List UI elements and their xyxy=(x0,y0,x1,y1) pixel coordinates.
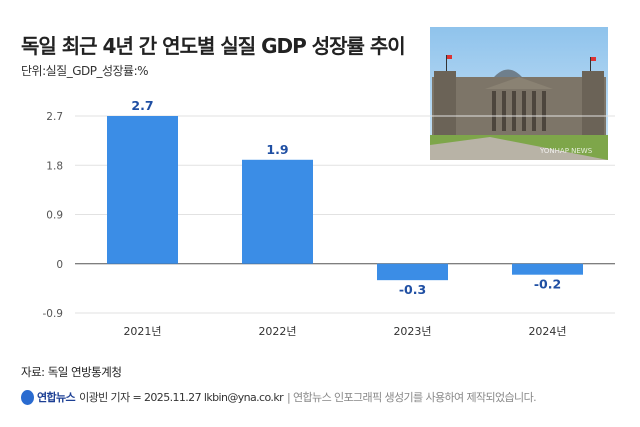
yonhap-logo: 연합뉴스 xyxy=(21,389,76,405)
yonhap-logo-icon xyxy=(21,389,34,405)
data-label: 1.9 xyxy=(266,142,288,157)
x-tick-label: 2021년 xyxy=(123,325,161,338)
y-tick-label: 0 xyxy=(56,259,63,271)
byline: 이광빈 기자 = 2025.11.27 lkbin@yna.co.kr xyxy=(79,391,284,404)
data-label: 2.7 xyxy=(131,98,153,113)
generator-note: | 연합뉴스 인포그래픽 생성기를 사용하여 제작되었습니다. xyxy=(287,391,537,404)
unit-label: 단위:실질_GDP_성장률:% xyxy=(21,64,149,78)
bar-2024년 xyxy=(512,263,583,275)
x-tick-label: 2022년 xyxy=(258,325,296,338)
reichstag-photo: YONHAP NEWS xyxy=(430,27,608,160)
bar-2023년 xyxy=(377,263,448,281)
chart-title: 독일 최근 4년 간 연도별 실질 GDP 성장률 추이 xyxy=(21,34,406,58)
credit-line: 연합뉴스 이광빈 기자 = 2025.11.27 lkbin@yna.co.kr… xyxy=(21,389,537,405)
logo-text: 연합뉴스 xyxy=(37,391,76,404)
data-label: -0.3 xyxy=(399,282,426,297)
photo-watermark: YONHAP NEWS xyxy=(539,147,593,155)
bar-2022년 xyxy=(242,159,313,264)
y-tick-label: -0.9 xyxy=(43,308,64,320)
y-tick-label: 2.7 xyxy=(46,111,63,123)
bar-2021년 xyxy=(107,116,178,264)
y-tick-label: 0.9 xyxy=(46,210,63,222)
x-tick-label: 2023년 xyxy=(393,325,431,338)
source-text: 자료: 독일 연방통계청 xyxy=(21,365,122,379)
x-tick-label: 2024년 xyxy=(528,325,566,338)
data-label: -0.2 xyxy=(534,277,561,292)
y-tick-label: 1.8 xyxy=(46,160,63,172)
bar-chart: 2.7 1.8 0.9 0 -0.9 2.7 2021년 1.9 2022년 -0.3 2023년 -… xyxy=(43,98,615,338)
